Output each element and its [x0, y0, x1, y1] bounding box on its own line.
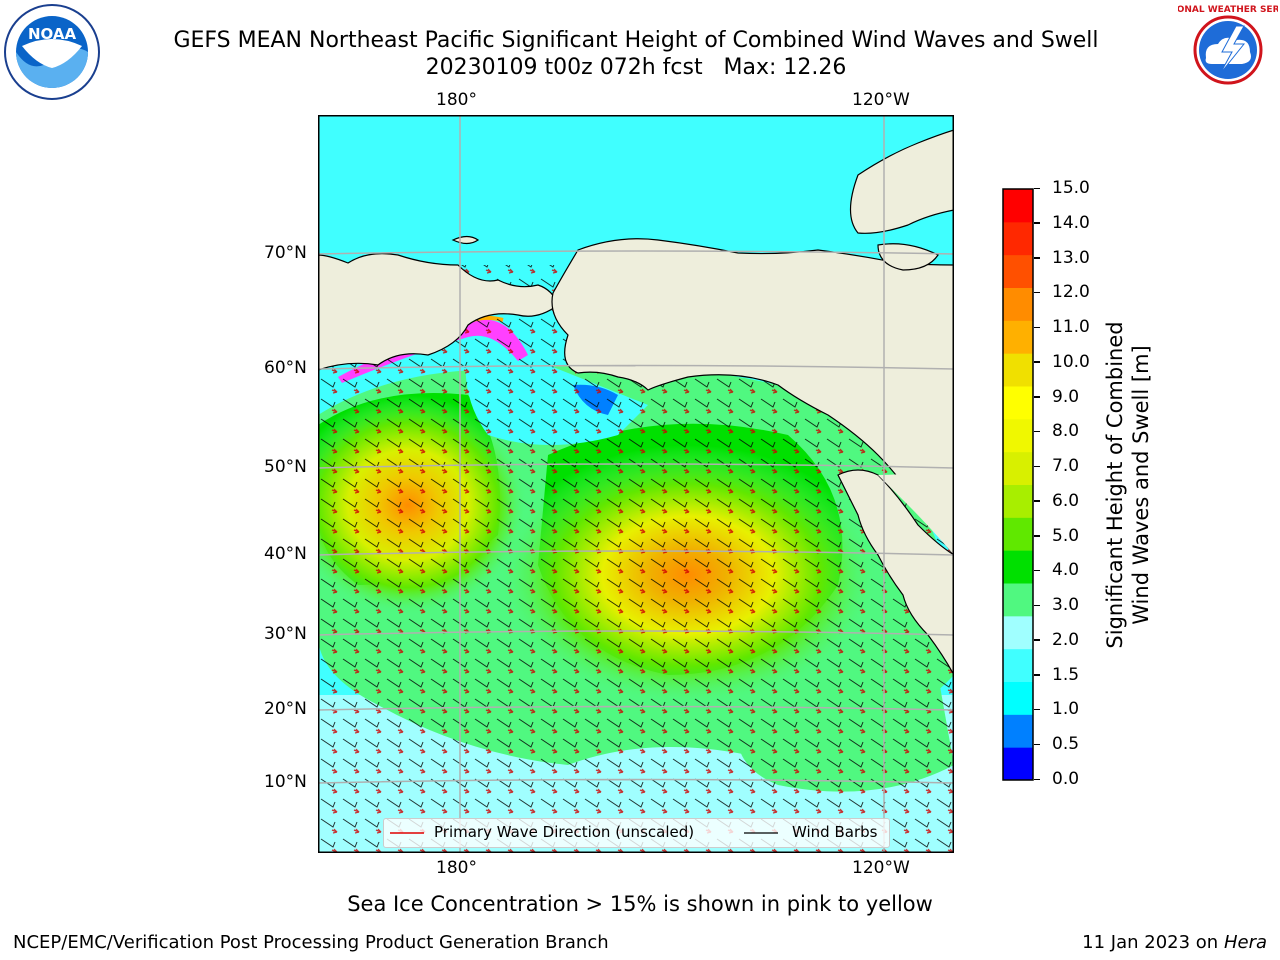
colorbar-tick-label: 10.0: [1052, 351, 1090, 372]
colorbar-segment: [1003, 714, 1033, 748]
colorbar-segment: [1003, 484, 1033, 518]
noaa-logo-text: NOAA: [28, 25, 77, 43]
colorbar-tick-mark: [1034, 257, 1040, 259]
lat-label-40n: 40°N: [264, 544, 307, 564]
chart-subtitle: 20230109 t00z 072h fcst Max: 12.26: [425, 55, 847, 80]
colorbar-tick-mark: [1034, 535, 1040, 537]
colorbar-segment: [1003, 221, 1033, 256]
colorbar-tick-label: 0.5: [1052, 734, 1080, 755]
colorbar-tick-label: 4.0: [1052, 560, 1080, 581]
colorbar-tick-label: 1.0: [1052, 699, 1080, 720]
colorbar-tick-label: 3.0: [1052, 595, 1080, 616]
wind-barb-swatch: [744, 832, 778, 834]
colorbar-tick-mark: [1034, 500, 1040, 502]
colorbar-tick-label: 13.0: [1052, 247, 1090, 268]
colorbar-segment: [1003, 386, 1033, 420]
chart-title: GEFS MEAN Northeast Pacific Significant …: [173, 28, 1099, 53]
colorbar-tick-mark: [1034, 778, 1040, 780]
colorbar-tick-label: 1.5: [1052, 664, 1080, 685]
footer-date: 11 Jan 2023 on: [1082, 932, 1224, 953]
footer-host: Hera: [1223, 932, 1267, 953]
colorbar-segment: [1003, 517, 1033, 551]
footer-right: 11 Jan 2023 on Hera: [1082, 932, 1267, 954]
colorbar-tick-label: 12.0: [1052, 282, 1090, 303]
colorbar-label-line1: Significant Height of Combined: [1103, 321, 1127, 649]
colorbar-tick-label: 5.0: [1052, 525, 1080, 546]
colorbar-tick-label: 7.0: [1052, 456, 1080, 477]
legend-wave-label: Primary Wave Direction (unscaled): [434, 823, 695, 841]
colorbar-ticks: 15.0 14.0 13.0 12.0 11.0 10.0 9.0 8.0 7.0 6.0 5.0 4…: [1034, 178, 1114, 790]
nws-logo-icon: NATIONAL WEATHER SERVICE: [1153, 2, 1280, 98]
colorbar-segment: [1003, 254, 1033, 288]
colorbar-tick-label: 8.0: [1052, 421, 1080, 442]
lat-label-10n: 10°N: [264, 772, 307, 792]
colorbar-tick-mark: [1034, 743, 1040, 746]
colorbar-label-line2: Wind Waves and Swell [m]: [1129, 345, 1153, 625]
colorbar-tick-mark: [1034, 291, 1040, 294]
colorbar-tick-mark: [1034, 361, 1040, 363]
colorbar-tick-mark: [1034, 604, 1040, 607]
colorbar-tick-label: 11.0: [1052, 317, 1090, 338]
map-legend: Primary Wave Direction (unscaled) Wind B…: [383, 818, 890, 848]
colorbar-border: [1002, 188, 1034, 781]
colorbar-segment: [1003, 615, 1033, 650]
wave-height-map: [318, 115, 954, 853]
colorbar-tick-label: 15.0: [1052, 178, 1090, 198]
noaa-logo-icon: NOAA: [2, 2, 102, 102]
lat-label-60n: 60°N: [264, 358, 307, 378]
lon-label-bottom-120w: 120°W: [852, 858, 910, 878]
colorbar-segment: [1003, 747, 1033, 781]
colorbar: [1002, 188, 1034, 781]
footer-left: NCEP/EMC/Verification Post Processing Pr…: [13, 932, 609, 953]
colorbar-segment: [1003, 451, 1033, 485]
wave-direction-swatch: [390, 832, 424, 834]
colorbar-segment: [1003, 287, 1033, 321]
colorbar-tick-label: 14.0: [1052, 212, 1090, 233]
colorbar-segment: [1003, 353, 1033, 387]
lon-label-top-180: 180°: [436, 90, 477, 110]
colorbar-segment: [1003, 681, 1033, 715]
nws-logo-text: NATIONAL WEATHER SERVICE: [1178, 5, 1278, 15]
colorbar-tick-mark: [1034, 396, 1040, 398]
colorbar-segment: [1003, 583, 1033, 617]
colorbar-segment: [1003, 320, 1033, 354]
colorbar-tick-mark: [1034, 674, 1040, 676]
lon-label-bottom-180: 180°: [436, 858, 477, 878]
legend-wind-label: Wind Barbs: [792, 823, 878, 841]
lat-label-50n: 50°N: [264, 457, 307, 477]
colorbar-tick-mark: [1034, 465, 1040, 468]
colorbar-tick-mark: [1034, 222, 1040, 224]
colorbar-tick-label: 0.0: [1052, 769, 1080, 789]
colorbar-segment: [1003, 550, 1033, 584]
colorbar-segment: [1003, 189, 1033, 223]
colorbar-tick-label: 9.0: [1052, 386, 1080, 407]
colorbar-tick-mark: [1034, 326, 1040, 329]
colorbar-segment: [1003, 418, 1033, 453]
sea-ice-caption: Sea Ice Concentration > 15% is shown in …: [347, 892, 933, 916]
lat-label-70n: 70°N: [264, 243, 307, 263]
colorbar-tick-label: 6.0: [1052, 490, 1080, 511]
colorbar-tick-mark: [1034, 639, 1040, 641]
colorbar-segment: [1003, 648, 1033, 682]
colorbar-tick-label: 2.0: [1052, 629, 1080, 650]
colorbar-tick-mark: [1034, 187, 1040, 189]
colorbar-tick-mark: [1034, 569, 1040, 572]
lat-label-30n: 30°N: [264, 624, 307, 644]
lat-label-20n: 20°N: [264, 699, 307, 719]
colorbar-tick-mark: [1034, 430, 1040, 433]
lon-label-top-120w: 120°W: [852, 90, 910, 110]
colorbar-tick-mark: [1034, 708, 1040, 711]
